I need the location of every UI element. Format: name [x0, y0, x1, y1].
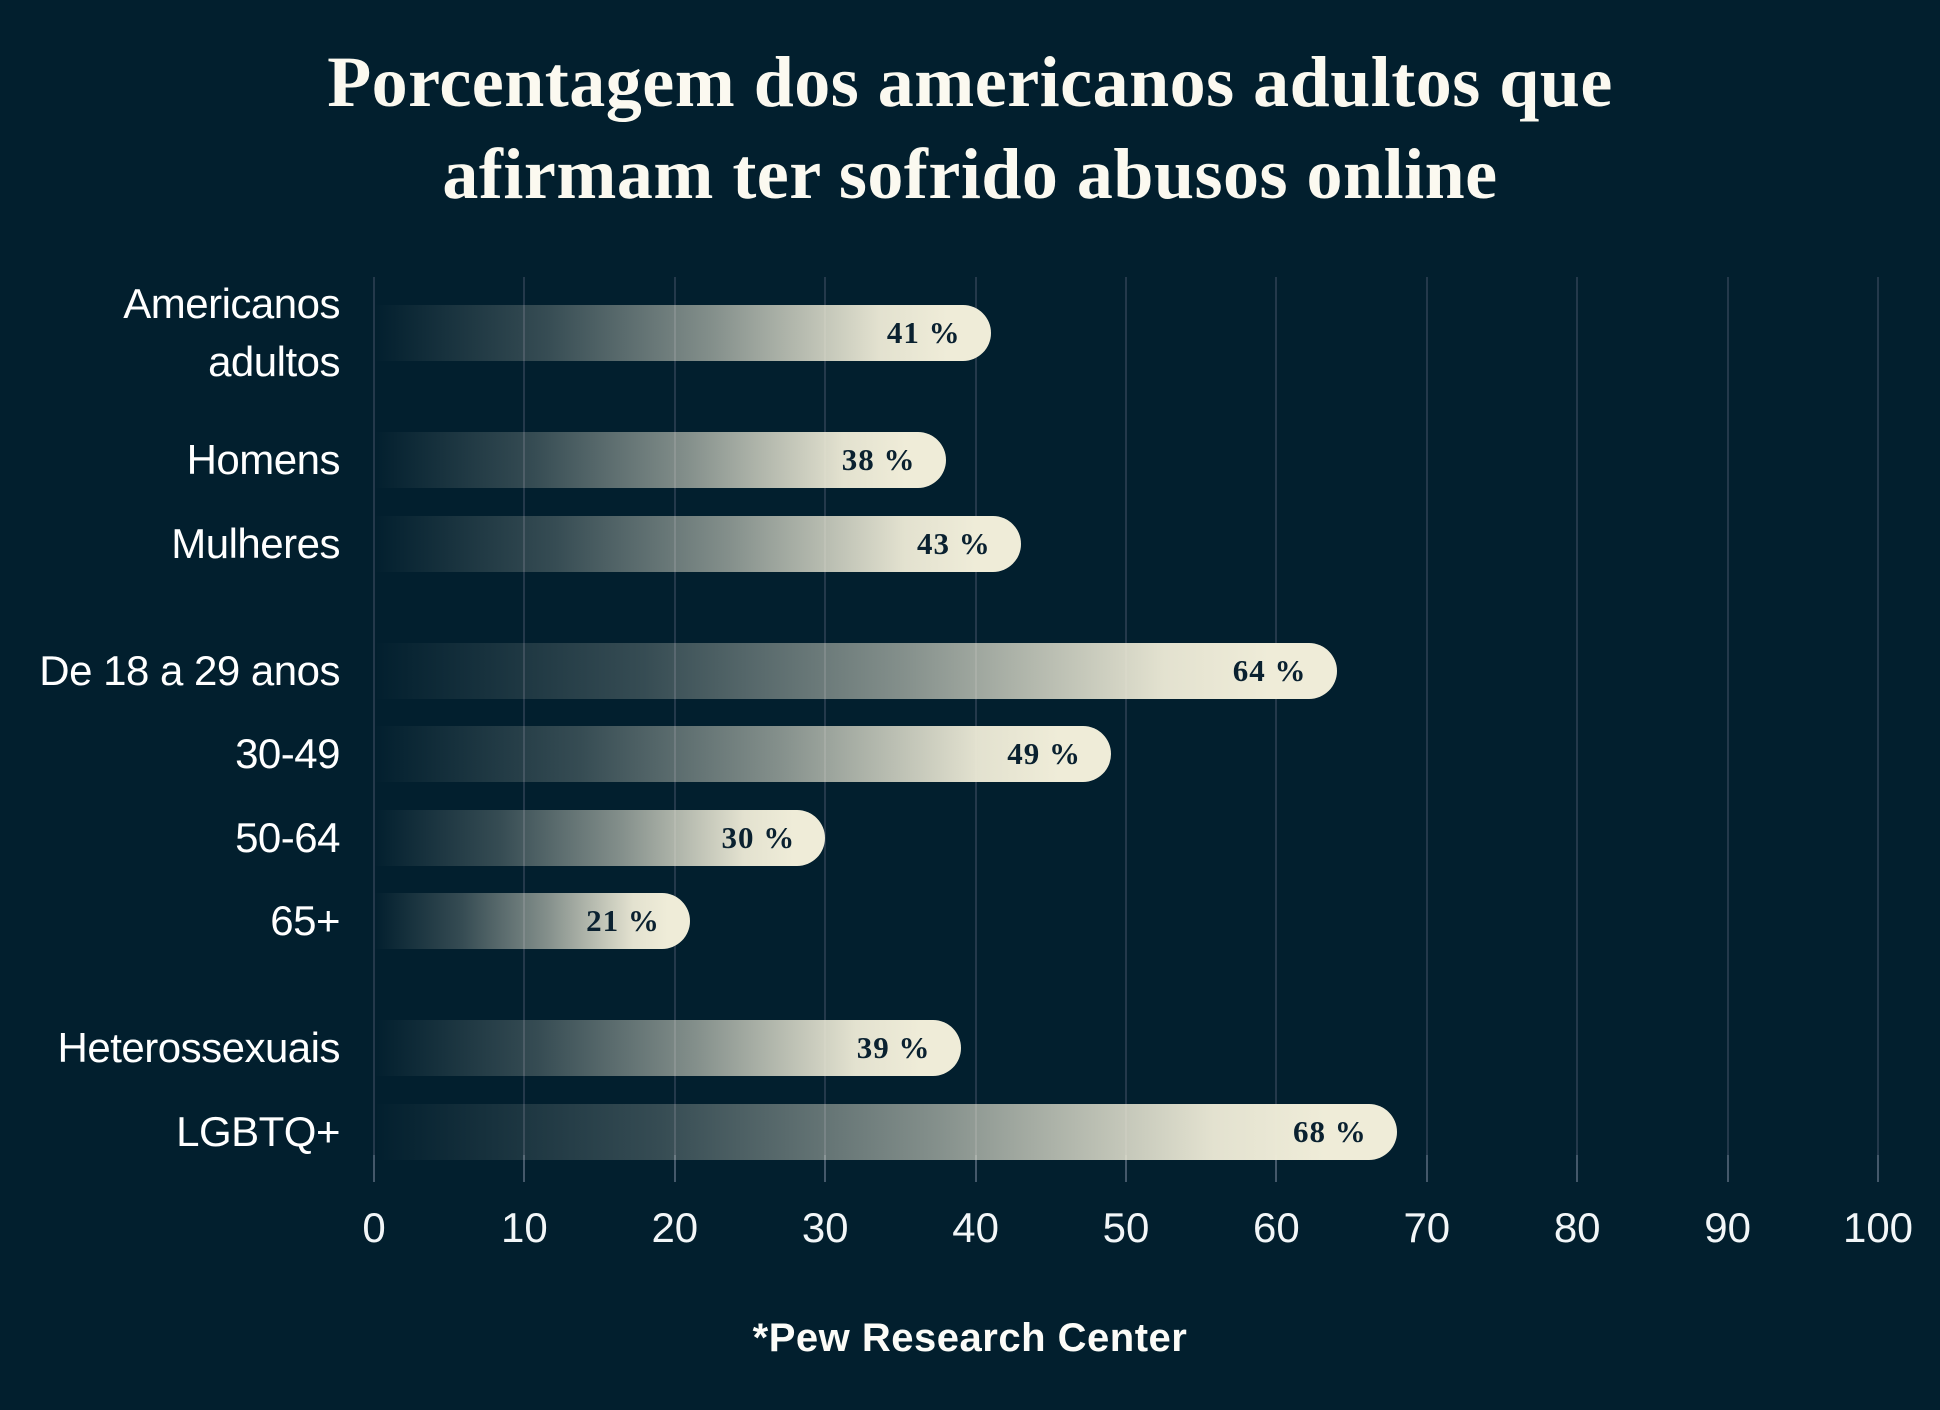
x-axis-label-40: 40 — [952, 1204, 999, 1252]
x-axis-label-100: 100 — [1843, 1204, 1913, 1252]
category-label-8: LGBTQ+ — [0, 1103, 340, 1161]
bar-value-label-8: 68 % — [1293, 1114, 1367, 1150]
x-axis-label-70: 70 — [1403, 1204, 1450, 1252]
x-axis-label-0: 0 — [362, 1204, 385, 1252]
gridline-100 — [1877, 277, 1879, 1155]
gridline-90 — [1727, 277, 1729, 1155]
bar-3: 64 % — [374, 643, 1337, 699]
gridline-60 — [1275, 277, 1277, 1155]
category-label-0: Americanosadultos — [0, 275, 340, 391]
x-axis-label-20: 20 — [651, 1204, 698, 1252]
bar-value-label-6: 21 % — [586, 903, 660, 939]
category-label-line: Americanos — [0, 275, 340, 333]
bar-2: 43 % — [374, 516, 1021, 572]
category-label-line: De 18 a 29 anos — [0, 642, 340, 700]
x-axis-label-90: 90 — [1704, 1204, 1751, 1252]
category-label-line: 30-49 — [0, 725, 340, 783]
bar-4: 49 % — [374, 726, 1111, 782]
bar-0: 41 % — [374, 305, 991, 361]
category-label-line: Mulheres — [0, 515, 340, 573]
bar-value-label-3: 64 % — [1233, 653, 1307, 689]
bar-8: 68 % — [374, 1104, 1397, 1160]
bar-chart-plot-area: 0 10 20 30 40 50 60 70 80 90 100 Americanosadultos 4… — [0, 0, 1940, 1410]
category-label-1: Homens — [0, 431, 340, 489]
x-axis-label-10: 10 — [501, 1204, 548, 1252]
category-label-line: 65+ — [0, 892, 340, 950]
chart-canvas: Porcentagem dos americanos adultos que a… — [0, 0, 1940, 1410]
axis-tick-100 — [1877, 1155, 1879, 1182]
category-label-line: Heterossexuais — [0, 1019, 340, 1077]
bar-1: 38 % — [374, 432, 946, 488]
category-label-line: 50-64 — [0, 809, 340, 867]
category-label-3: De 18 a 29 anos — [0, 642, 340, 700]
x-axis-label-60: 60 — [1253, 1204, 1300, 1252]
bar-5: 30 % — [374, 810, 825, 866]
category-label-line: Homens — [0, 431, 340, 489]
axis-tick-90 — [1727, 1155, 1729, 1182]
bar-7: 39 % — [374, 1020, 961, 1076]
bar-value-label-2: 43 % — [917, 526, 991, 562]
bar-value-label-0: 41 % — [887, 315, 961, 351]
bar-6: 21 % — [374, 893, 690, 949]
category-label-6: 65+ — [0, 892, 340, 950]
x-axis-label-50: 50 — [1103, 1204, 1150, 1252]
category-label-line: adultos — [0, 333, 340, 391]
bar-value-label-7: 39 % — [857, 1030, 931, 1066]
axis-tick-80 — [1576, 1155, 1578, 1182]
category-label-line: LGBTQ+ — [0, 1103, 340, 1161]
category-label-2: Mulheres — [0, 515, 340, 573]
bar-value-label-5: 30 % — [721, 820, 795, 856]
x-axis-label-30: 30 — [802, 1204, 849, 1252]
category-label-4: 30-49 — [0, 725, 340, 783]
bar-value-label-4: 49 % — [1007, 736, 1081, 772]
gridline-80 — [1576, 277, 1578, 1155]
category-label-7: Heterossexuais — [0, 1019, 340, 1077]
gridline-50 — [1125, 277, 1127, 1155]
bar-value-label-1: 38 % — [842, 442, 916, 478]
x-axis-label-80: 80 — [1554, 1204, 1601, 1252]
axis-tick-70 — [1426, 1155, 1428, 1182]
category-label-5: 50-64 — [0, 809, 340, 867]
gridline-70 — [1426, 277, 1428, 1155]
source-attribution: *Pew Research Center — [0, 1316, 1940, 1361]
gridline-40 — [975, 277, 977, 1155]
